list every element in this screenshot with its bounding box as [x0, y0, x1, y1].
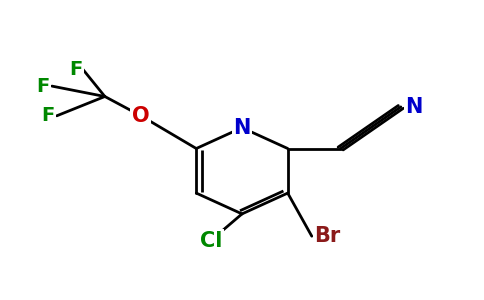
Text: F: F	[36, 76, 49, 96]
Text: F: F	[69, 60, 83, 79]
Text: O: O	[132, 106, 150, 126]
Text: N: N	[233, 118, 251, 138]
Text: F: F	[41, 106, 54, 125]
Text: Br: Br	[314, 226, 340, 246]
Text: Cl: Cl	[199, 231, 222, 251]
Text: N: N	[406, 97, 423, 117]
